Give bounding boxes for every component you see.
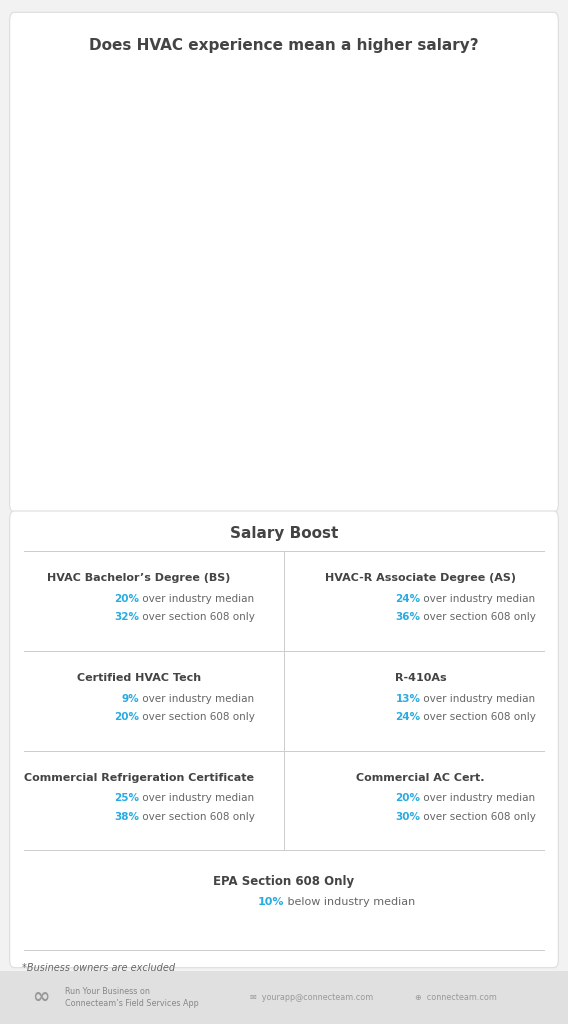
Text: R-410As: R-410As (395, 673, 446, 683)
Text: 20%: 20% (395, 794, 420, 804)
Text: Commercial Refrigeration Certificate: Commercial Refrigeration Certificate (24, 773, 254, 783)
Text: 8: 8 (332, 413, 339, 422)
Text: over section 608 only: over section 608 only (420, 612, 536, 623)
Text: EPA Section 608 Only: EPA Section 608 Only (214, 876, 354, 889)
Bar (206, 178, 237, 435)
Bar (149, 122, 181, 435)
Text: over section 608 only: over section 608 only (139, 812, 255, 822)
Text: below industry median: below industry median (284, 897, 415, 907)
Text: 38%: 38% (114, 812, 139, 822)
Text: 9%: 9% (122, 693, 139, 703)
Bar (319, 210, 350, 435)
Text: HVAC Bachelor’s Degree (BS): HVAC Bachelor’s Degree (BS) (48, 573, 231, 584)
Text: 24%: 24% (395, 594, 420, 604)
Text: 32%: 32% (114, 612, 139, 623)
Text: 24%: 24% (395, 712, 420, 722)
Text: Run Your Business on: Run Your Business on (65, 987, 150, 995)
Text: ✉  yourapp@connecteam.com: ✉ yourapp@connecteam.com (250, 993, 373, 1001)
Bar (433, 130, 464, 435)
Text: 20%: 20% (114, 712, 139, 722)
Bar (93, 138, 124, 435)
Text: Commercial AC Cert.: Commercial AC Cert. (356, 773, 485, 783)
Text: over section 608 only: over section 608 only (139, 712, 255, 722)
Text: over industry median: over industry median (139, 794, 254, 804)
Text: Does HVAC experience mean a higher salary?: Does HVAC experience mean a higher salar… (89, 38, 479, 53)
Text: over industry median: over industry median (139, 594, 254, 604)
Text: Certified HVAC Tech: Certified HVAC Tech (77, 673, 201, 683)
Text: 16: 16 (157, 413, 172, 422)
Text: HVAC-R Associate Degree (AS): HVAC-R Associate Degree (AS) (325, 573, 516, 584)
Text: 36%: 36% (395, 612, 420, 623)
Text: over industry median: over industry median (139, 693, 254, 703)
Text: 30%: 30% (395, 812, 420, 822)
Text: 20%: 20% (114, 594, 139, 604)
Text: over section 608 only: over section 608 only (420, 812, 536, 822)
Text: 10%: 10% (257, 897, 284, 907)
Y-axis label: Median salary: Median salary (531, 224, 541, 293)
Text: 17: 17 (271, 413, 286, 422)
Bar (376, 146, 407, 435)
Text: over section 608 only: over section 608 only (420, 712, 536, 722)
Text: over industry median: over industry median (420, 794, 536, 804)
Text: Connecteam’s Field Services App: Connecteam’s Field Services App (65, 999, 199, 1008)
Text: *Business owners are excluded: *Business owners are excluded (22, 963, 175, 973)
Text: 16: 16 (214, 413, 229, 422)
Text: over industry median: over industry median (420, 693, 536, 703)
Text: ∞: ∞ (32, 987, 49, 1008)
Bar (263, 170, 294, 435)
Text: 25%: 25% (114, 794, 139, 804)
Text: Salary Boost: Salary Boost (230, 526, 338, 542)
Text: over section 608 only: over section 608 only (139, 612, 255, 623)
Y-axis label: Years of experience: Years of experience (28, 211, 37, 306)
Text: 10: 10 (101, 413, 115, 422)
Text: ⊕  connecteam.com: ⊕ connecteam.com (415, 993, 496, 1001)
Text: 18: 18 (385, 413, 399, 422)
Text: 13%: 13% (395, 693, 420, 703)
Text: 19: 19 (441, 413, 456, 422)
Text: over industry median: over industry median (420, 594, 536, 604)
